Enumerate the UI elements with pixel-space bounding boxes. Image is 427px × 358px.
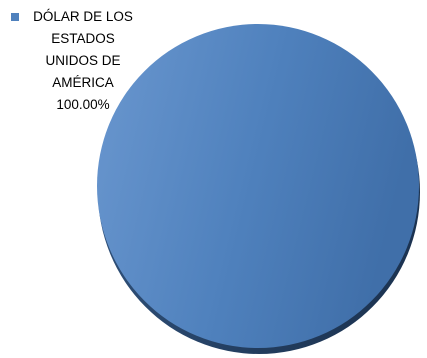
legend-label-line-4: AMÉRICA — [52, 75, 114, 90]
legend-label-line-1: DÓLAR DE LOS — [33, 9, 133, 24]
chart-legend: DÓLAR DE LOS ESTADOS UNIDOS DE AMÉRICA 1… — [8, 6, 158, 116]
legend-swatch — [11, 13, 19, 21]
legend-value: 100.00% — [56, 97, 110, 112]
legend-entry-usd: DÓLAR DE LOS ESTADOS UNIDOS DE AMÉRICA 1… — [8, 6, 158, 116]
legend-label-line-3: UNIDOS DE — [45, 53, 121, 68]
legend-label: DÓLAR DE LOS ESTADOS UNIDOS DE AMÉRICA 1… — [24, 6, 142, 116]
pie-slice-usd — [97, 24, 419, 348]
legend-label-line-2: ESTADOS — [51, 31, 115, 46]
